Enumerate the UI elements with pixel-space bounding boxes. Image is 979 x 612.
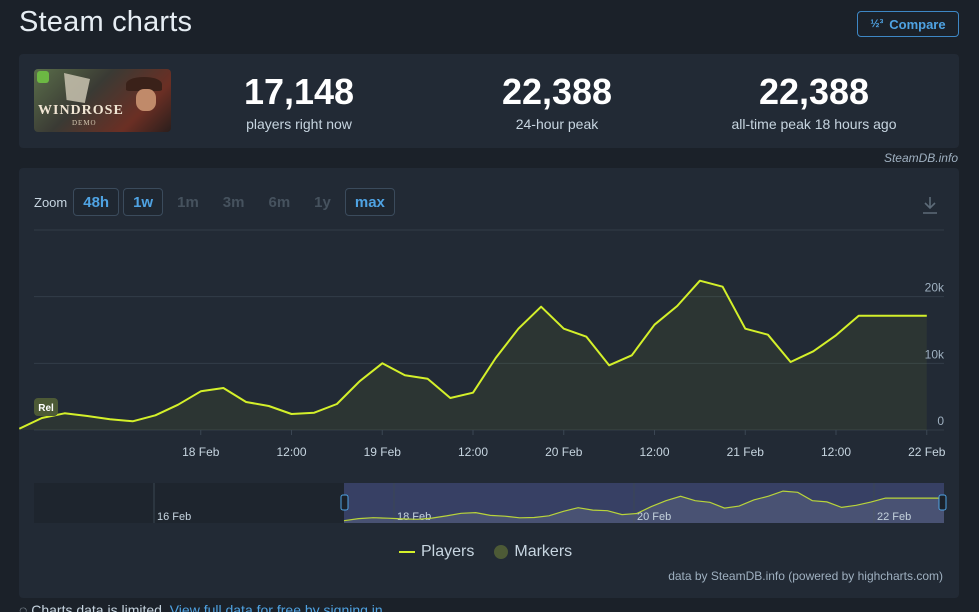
zoom-1m-button[interactable]: 1m	[177, 193, 199, 211]
zoom-48h-button[interactable]: 48h	[73, 188, 120, 216]
x-tick-label: 22 Feb	[908, 445, 946, 459]
legend-markers-label: Markers	[514, 543, 573, 560]
zoom-controls: Zoom 48h 1w 1m 3m 6m 1y max	[34, 188, 399, 216]
page-title: Steam charts	[19, 6, 193, 38]
y-tick-label: 10k	[925, 347, 945, 361]
x-tick-label: 12:00	[821, 445, 851, 459]
legend-markers[interactable]: Markers	[494, 543, 572, 561]
navigator-tick-label: 22 Feb	[877, 511, 911, 523]
markers-dot-icon	[494, 545, 509, 559]
navigator-line	[343, 490, 944, 522]
demo-badge-icon	[37, 71, 49, 83]
zoom-6m-button[interactable]: 6m	[268, 193, 291, 211]
legend-players-label: Players	[421, 543, 475, 560]
steamdb-credit[interactable]: SteamDB.info	[883, 151, 958, 165]
footer-note-text: Charts data is limited.	[31, 602, 166, 612]
stat-label: players right now	[246, 116, 352, 132]
stat-label: all-time peak 18 hours ago	[731, 116, 897, 132]
sail-shape	[64, 73, 90, 103]
zoom-1y-button[interactable]: 1y	[314, 193, 331, 211]
navigator-tick-label: 20 Feb	[637, 511, 671, 523]
game-capsule-image[interactable]: WINDROSE DEMO	[34, 69, 171, 132]
sign-in-link[interactable]: View full data for free by signing in	[169, 602, 383, 612]
compare-icon: ½³	[870, 18, 884, 30]
compare-label: Compare	[889, 16, 946, 32]
x-tick-label: 19 Feb	[364, 445, 402, 459]
players-line	[19, 279, 927, 430]
players-chart[interactable]: 0 10k 20k 18 Feb 12:00 19 Feb 12:00 20 Feb 12:00…	[19, 168, 959, 538]
footer-note: ◌ Charts data is limited. View full data…	[19, 602, 383, 612]
zoom-1w-button[interactable]: 1w	[123, 188, 164, 216]
release-marker-label: Rel	[38, 403, 54, 414]
compare-button[interactable]: ½³ Compare	[857, 11, 959, 37]
stat-value: 17,148	[243, 71, 355, 112]
y-tick-label: 20k	[925, 281, 945, 295]
zoom-3m-button[interactable]: 3m	[222, 193, 245, 211]
game-logo-sub: DEMO	[72, 119, 97, 127]
hat-shape	[126, 77, 162, 91]
stats-panel: WINDROSE DEMO 17,148 players right now 2…	[19, 54, 959, 148]
chart-panel: Zoom 48h 1w 1m 3m 6m 1y max 0 10k 20k 18 Fe…	[19, 168, 959, 598]
limited-icon: ◌	[19, 602, 28, 612]
x-tick-label: 21 Feb	[727, 445, 765, 459]
game-logo-text: WINDROSE	[38, 103, 124, 118]
navigator-area	[344, 491, 944, 523]
x-tick-label: 12:00	[276, 445, 306, 459]
navigator-handle	[340, 494, 349, 511]
release-marker	[34, 398, 58, 416]
stat-24h-peak: 22,388 24-hour peak	[482, 71, 632, 133]
zoom-max-button[interactable]: max	[344, 188, 395, 216]
stat-all-time-peak: 22,388 all-time peak 18 hours ago	[709, 71, 919, 133]
stat-label: 24-hour peak	[515, 116, 599, 132]
navigator-tick-label: 18 Feb	[397, 511, 431, 523]
navigator-tick-label: 16 Feb	[157, 511, 191, 523]
players-line-icon	[399, 551, 415, 553]
legend-players[interactable]: Players	[399, 543, 474, 561]
stat-value: 22,388	[501, 71, 613, 112]
stat-value: 22,388	[758, 71, 870, 112]
x-tick-label: 20 Feb	[545, 445, 583, 459]
y-tick-label: 0	[937, 414, 944, 428]
chart-legend: Players Markers	[399, 543, 572, 561]
navigator-background	[34, 483, 944, 523]
x-tick-label: 18 Feb	[182, 445, 220, 459]
face-shape	[136, 89, 156, 111]
players-area	[19, 280, 927, 430]
download-icon[interactable]	[921, 195, 939, 215]
highcharts-credit[interactable]: data by SteamDB.info (powered by highcha…	[668, 569, 943, 583]
navigator-handle	[938, 494, 947, 511]
x-tick-label: 12:00	[458, 445, 488, 459]
stat-current-players: 17,148 players right now	[224, 71, 374, 133]
x-tick-label: 12:00	[639, 445, 669, 459]
zoom-label: Zoom	[34, 194, 68, 210]
